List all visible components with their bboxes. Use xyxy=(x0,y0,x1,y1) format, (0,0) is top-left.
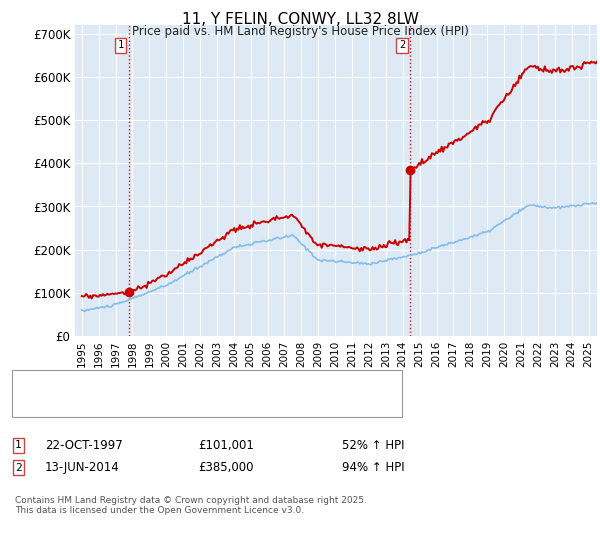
Text: 22-OCT-1997: 22-OCT-1997 xyxy=(45,438,123,452)
Text: HPI: Average price, detached house, Conwy: HPI: Average price, detached house, Conw… xyxy=(66,399,310,409)
Text: 2: 2 xyxy=(15,463,22,473)
Text: £101,001: £101,001 xyxy=(198,438,254,452)
Text: £385,000: £385,000 xyxy=(198,461,254,474)
Text: 11, Y FELIN, CONWY, LL32 8LW (detached house): 11, Y FELIN, CONWY, LL32 8LW (detached h… xyxy=(66,378,341,388)
Text: Contains HM Land Registry data © Crown copyright and database right 2025.
This d: Contains HM Land Registry data © Crown c… xyxy=(15,496,367,515)
Text: 2: 2 xyxy=(399,40,405,50)
Text: 13-JUN-2014: 13-JUN-2014 xyxy=(45,461,120,474)
Text: 11, Y FELIN, CONWY, LL32 8LW: 11, Y FELIN, CONWY, LL32 8LW xyxy=(182,12,418,27)
Text: 1: 1 xyxy=(15,440,22,450)
Text: Price paid vs. HM Land Registry's House Price Index (HPI): Price paid vs. HM Land Registry's House … xyxy=(131,25,469,38)
Text: 94% ↑ HPI: 94% ↑ HPI xyxy=(342,461,404,474)
Text: 52% ↑ HPI: 52% ↑ HPI xyxy=(342,438,404,452)
Text: 1: 1 xyxy=(118,40,124,50)
